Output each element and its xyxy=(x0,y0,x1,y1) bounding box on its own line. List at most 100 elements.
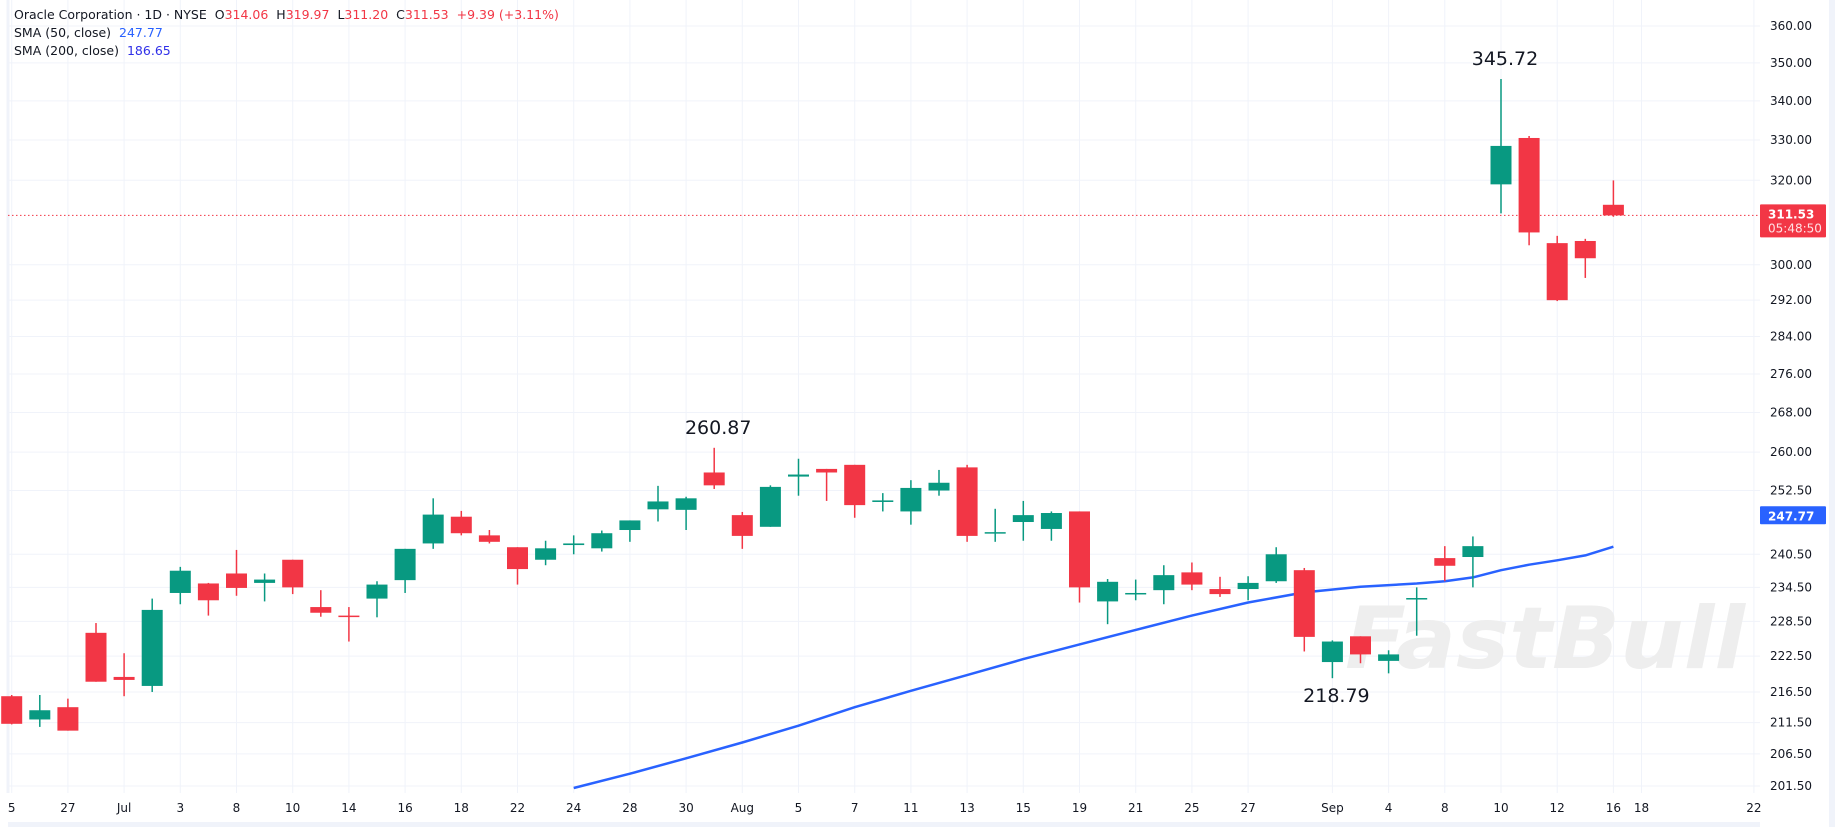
sma200-label: SMA (200, close) xyxy=(14,43,119,58)
candle xyxy=(1602,180,1624,217)
candle-body xyxy=(1434,558,1456,566)
candle-body xyxy=(1209,589,1231,595)
low-value: 311.20 xyxy=(344,7,389,22)
candle xyxy=(1,694,23,725)
time-tick-label: 10 xyxy=(1493,801,1508,815)
time-axis[interactable] xyxy=(0,793,1760,827)
ohlc-open: O314.06 xyxy=(215,7,269,22)
sma50-value: 247.77 xyxy=(119,25,163,40)
candle xyxy=(1490,79,1512,214)
candle-body xyxy=(394,548,416,581)
candle-body xyxy=(113,676,135,680)
candle xyxy=(197,582,219,616)
candle xyxy=(1097,579,1119,625)
candle xyxy=(619,520,641,542)
candle xyxy=(169,566,191,605)
candle-body xyxy=(507,547,528,570)
candle xyxy=(1574,238,1596,278)
candle xyxy=(113,653,135,697)
time-tick-label: 15 xyxy=(1016,801,1031,815)
price-tick-label: 240.50 xyxy=(1770,547,1812,561)
time-tick-label: 16 xyxy=(397,801,412,815)
sma200-row[interactable]: SMA (200, close) 186.65 xyxy=(14,42,563,60)
candle-body xyxy=(563,543,585,546)
sma50-row[interactable]: SMA (50, close) 247.77 xyxy=(14,24,563,42)
price-annotation: 218.79 xyxy=(1303,685,1369,707)
time-axis-labels: 5 27 Jul 3 8 10 14 16 18 22 24 28 30 Aug 5 7 11 13 15 19 21 2… xyxy=(8,801,1762,815)
price-annotation: 345.72 xyxy=(1472,48,1538,70)
candle-body xyxy=(647,501,669,510)
candle-body xyxy=(1462,546,1484,558)
sma50-badge-value: 247.77 xyxy=(1768,509,1814,523)
time-tick-label: 13 xyxy=(959,801,974,815)
candle xyxy=(928,469,950,496)
candle xyxy=(338,607,360,642)
symbol-title[interactable]: Oracle Corporation · 1D · NYSE xyxy=(14,7,207,22)
candle xyxy=(85,623,107,682)
price-tick-label: 206.50 xyxy=(1770,747,1812,761)
price-tick-label: 330.00 xyxy=(1770,133,1812,147)
time-tick-label: 12 xyxy=(1550,801,1565,815)
candle xyxy=(254,573,276,602)
candle-body xyxy=(872,500,894,502)
candle xyxy=(366,581,388,618)
candle-body xyxy=(1293,570,1315,637)
candle xyxy=(1209,576,1231,597)
candle-body xyxy=(366,584,388,599)
candle-body xyxy=(1125,592,1147,595)
time-tick-label: 4 xyxy=(1385,801,1393,815)
candle-body xyxy=(956,467,978,536)
candle-body xyxy=(310,607,332,613)
candle xyxy=(703,447,725,489)
candle xyxy=(872,493,894,512)
high-label: H xyxy=(276,7,286,22)
bottom-border xyxy=(8,822,1760,827)
candle-body xyxy=(788,474,809,477)
time-tick-label: Sep xyxy=(1321,801,1344,815)
time-tick-label: 8 xyxy=(233,801,241,815)
candle-body xyxy=(1490,145,1512,185)
time-tick-label: 14 xyxy=(341,801,356,815)
candle xyxy=(1350,636,1371,664)
time-tick-label: 18 xyxy=(1634,801,1649,815)
price-tick-label: 268.00 xyxy=(1770,405,1812,419)
candle-body xyxy=(759,486,781,527)
candle xyxy=(900,480,922,525)
candle xyxy=(1293,567,1315,652)
candle xyxy=(29,694,51,727)
time-tick-label: 5 xyxy=(8,801,16,815)
candle-body xyxy=(29,710,51,720)
candle xyxy=(788,458,809,496)
candle-body xyxy=(282,559,304,588)
candle xyxy=(394,548,416,593)
last-price-badge xyxy=(1760,204,1826,238)
candle xyxy=(1181,562,1203,591)
candle xyxy=(310,590,332,617)
time-tick-label: 21 xyxy=(1128,801,1143,815)
candle-body xyxy=(1406,598,1428,600)
high-value: 319.97 xyxy=(285,7,330,22)
price-tick-label: 350.00 xyxy=(1770,56,1812,70)
price-tick-label: 292.00 xyxy=(1770,293,1812,307)
time-tick-label: 27 xyxy=(1240,801,1255,815)
candle-body xyxy=(900,487,922,512)
candle xyxy=(563,535,585,555)
candle xyxy=(1040,511,1062,541)
price-axis[interactable] xyxy=(1760,0,1835,827)
candle-body xyxy=(1012,515,1034,523)
candle-body xyxy=(254,579,276,583)
time-tick-label: 22 xyxy=(510,801,525,815)
low-label: L xyxy=(337,7,345,22)
candle xyxy=(675,496,697,531)
sma50-layer xyxy=(573,545,1614,790)
candle-body xyxy=(844,464,866,506)
candle xyxy=(1125,579,1147,601)
watermark-logo: FastBull xyxy=(1345,589,1747,689)
price-tick-label: 234.50 xyxy=(1770,580,1812,594)
candle-body xyxy=(1237,582,1259,590)
candle-body xyxy=(984,532,1006,534)
candle-body xyxy=(338,615,360,618)
time-tick-label: 28 xyxy=(622,801,637,815)
candle xyxy=(591,530,613,552)
